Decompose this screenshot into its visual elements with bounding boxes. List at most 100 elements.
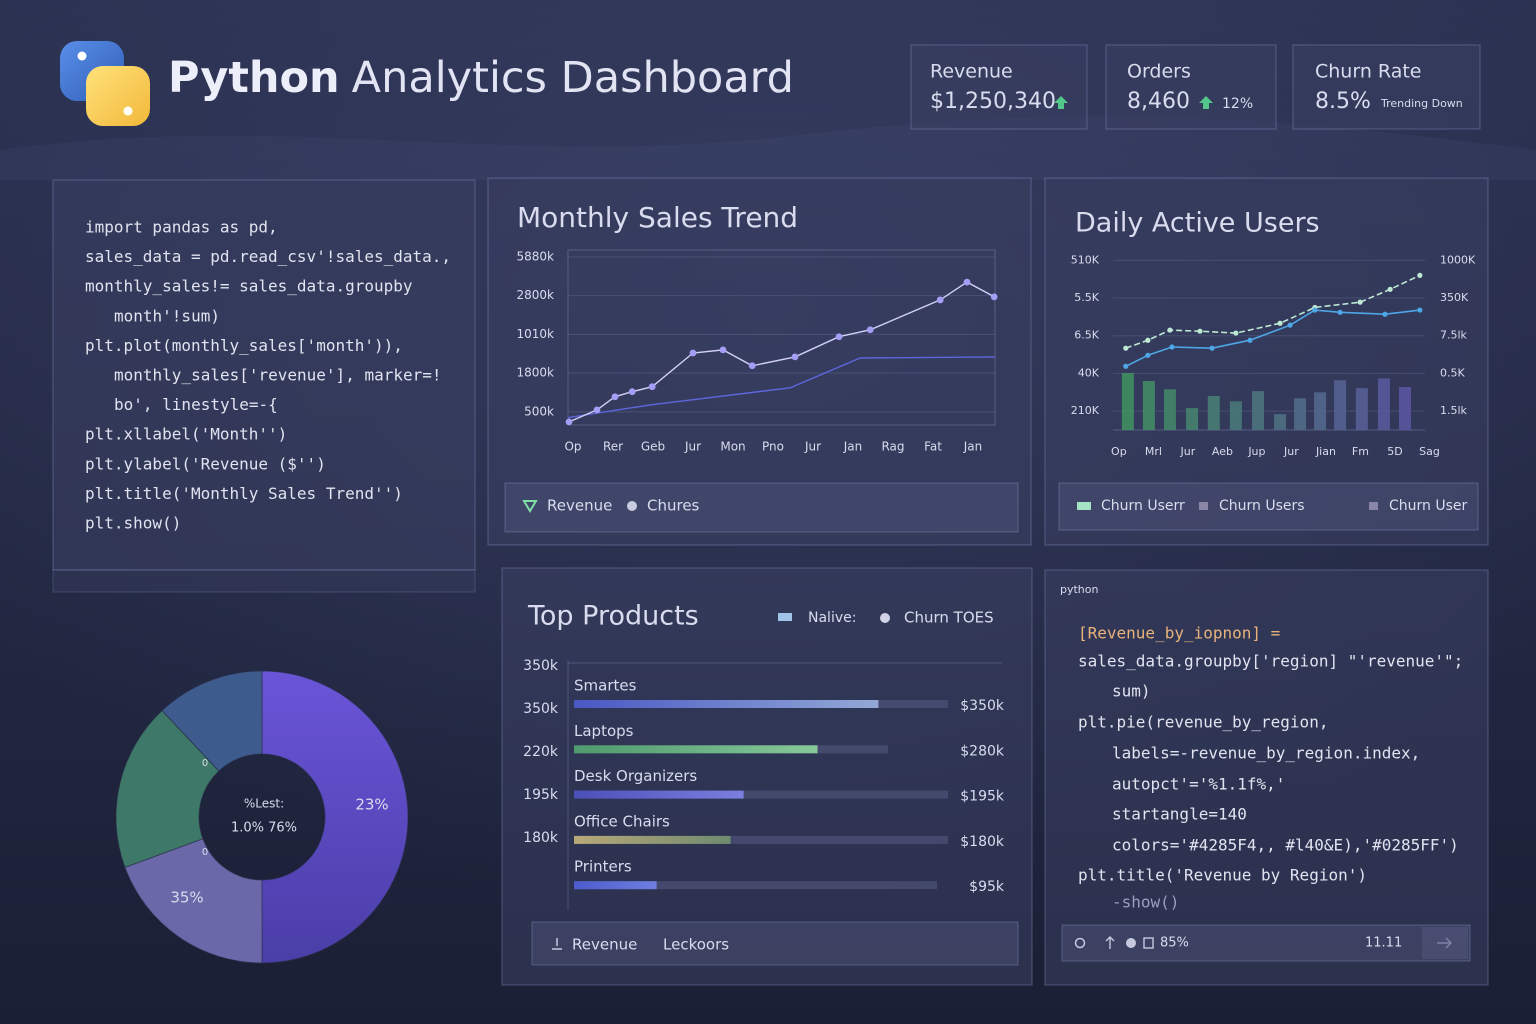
title-light: Analytics Dashboard: [352, 53, 794, 103]
bar: [1274, 414, 1287, 430]
legend-icon: [880, 613, 890, 623]
y2-tick-label: 350K: [1440, 291, 1469, 304]
code-line: sales_data.groupby['region] "'revenue'";: [1078, 652, 1463, 671]
code-line: sum): [1112, 682, 1151, 701]
kpi-card: [910, 44, 1088, 130]
line-series: [568, 356, 996, 419]
up-arrow-icon: [1199, 96, 1213, 109]
line-marker: [1312, 307, 1318, 313]
legend-box: [504, 482, 1019, 533]
code-line: plt.ylabel('Revenue ($''): [85, 454, 326, 473]
code-line: startangle=140: [1112, 805, 1247, 824]
code-line: plt.pie(revenue_by_region,: [1078, 713, 1328, 732]
code-line: labels=-revenue_by_region.index,: [1112, 744, 1420, 763]
x-tick-label: 5D: [1387, 445, 1402, 458]
line-marker: [1387, 286, 1393, 292]
line-series: [1125, 274, 1421, 349]
code-line: -show(): [1112, 893, 1179, 912]
value-label: $280k: [960, 743, 1005, 759]
line-marker: [628, 388, 636, 396]
bar-label: Desk Organizers: [574, 767, 697, 785]
code-line: plt.plot(monthly_sales['month')),: [85, 336, 403, 355]
line-marker: [1123, 363, 1129, 369]
line-marker: [1169, 344, 1175, 350]
line-marker: [1145, 352, 1151, 358]
x-tick-label: Aeb: [1212, 445, 1233, 458]
status-icon: [1105, 936, 1115, 949]
pie-slice: [124, 838, 263, 964]
bar: [1314, 392, 1327, 430]
line-marker: [748, 362, 756, 370]
bar: [1398, 387, 1411, 430]
code-right: python [Revenue_by_iopnon] = sales_data.gr…: [1060, 583, 1463, 951]
y2-tick-label: 1000K: [1440, 253, 1476, 266]
line-marker: [866, 326, 874, 334]
code-line: plt.title('Monthly Sales Trend''): [85, 484, 403, 503]
legend-label: Chures: [647, 497, 700, 515]
bar: [574, 790, 744, 799]
x-tick-label: Jur: [804, 440, 821, 454]
status-text: 85%: [1160, 936, 1189, 951]
title: Python Analytics Dashboard: [168, 53, 794, 103]
kpi-note: Trending Down: [1380, 97, 1463, 110]
code-line: plt.show(): [85, 514, 181, 533]
x-tick-label: Rer: [603, 440, 623, 454]
line-marker: [1337, 309, 1343, 315]
chart-panel: [1044, 177, 1489, 546]
value-label: $95k: [969, 879, 1005, 895]
line-marker: [1417, 272, 1423, 278]
bar: [1294, 398, 1307, 430]
chart-panel: [501, 567, 1033, 986]
status-icon: [1143, 937, 1154, 949]
plot-frame: [567, 249, 996, 426]
bar-track: [574, 881, 937, 890]
line-marker: [1417, 307, 1423, 313]
line-marker: [593, 406, 601, 414]
line-marker: [791, 353, 799, 361]
bar-label: Printers: [574, 858, 632, 876]
x-tick-label: Jur: [1283, 445, 1299, 458]
status-text: 11.11: [1365, 936, 1402, 951]
kpi-value: 8,460: [1127, 89, 1190, 114]
status-arrow-icon: [1437, 937, 1453, 949]
x-tick-label: Jian: [1315, 445, 1336, 458]
bar: [1207, 396, 1220, 430]
charts: Monthly Sales Trend 5880k 2800k 1010k 1800k 5…: [115, 201, 1476, 964]
bar-label: Smartes: [574, 677, 637, 695]
line-marker: [963, 278, 971, 286]
code-line: plt.title('Revenue by Region'): [1078, 866, 1367, 885]
line-marker: [835, 333, 843, 341]
chart-panel: [487, 177, 1032, 546]
code-line: month'!sum): [114, 306, 220, 325]
pie-annotation: 1.0% 76%: [231, 821, 297, 836]
legend-icon: [522, 500, 538, 513]
x-tick-label: Mon: [720, 440, 745, 454]
bar: [574, 881, 657, 890]
y-tick-label: 1010k: [517, 327, 555, 341]
y-tick-label: 510K: [1071, 253, 1100, 266]
y2-tick-label: 1.5lk: [1440, 404, 1468, 417]
status-icons: [1074, 936, 1154, 949]
legend-label: Leckoors: [663, 936, 729, 954]
legend-label: Nalive:: [808, 610, 856, 626]
chart-title: Top Products: [527, 601, 699, 632]
kpi-label: Revenue: [930, 61, 1013, 83]
bar: [1142, 380, 1155, 430]
bar: [574, 745, 818, 754]
code-line: import pandas as pd,: [85, 218, 278, 237]
line-series: [1125, 309, 1420, 368]
status-bar: [1061, 924, 1471, 962]
legend-icon: [1077, 502, 1091, 510]
legend-icon: [552, 938, 562, 950]
code-left: import pandas as pd, sales_data = pd.read…: [85, 218, 451, 533]
logo-eye: [77, 51, 87, 61]
x-tick-label: Rag: [881, 440, 904, 454]
pie-annotation: 0: [202, 847, 208, 858]
line-marker: [1287, 322, 1293, 328]
value-label: $350k: [960, 698, 1005, 714]
pie-annotation: 35%: [170, 889, 203, 907]
status-icon: [1126, 938, 1136, 948]
kpi-value: $1,250,340: [930, 89, 1056, 114]
legend-label: Churn Userr: [1101, 498, 1185, 514]
